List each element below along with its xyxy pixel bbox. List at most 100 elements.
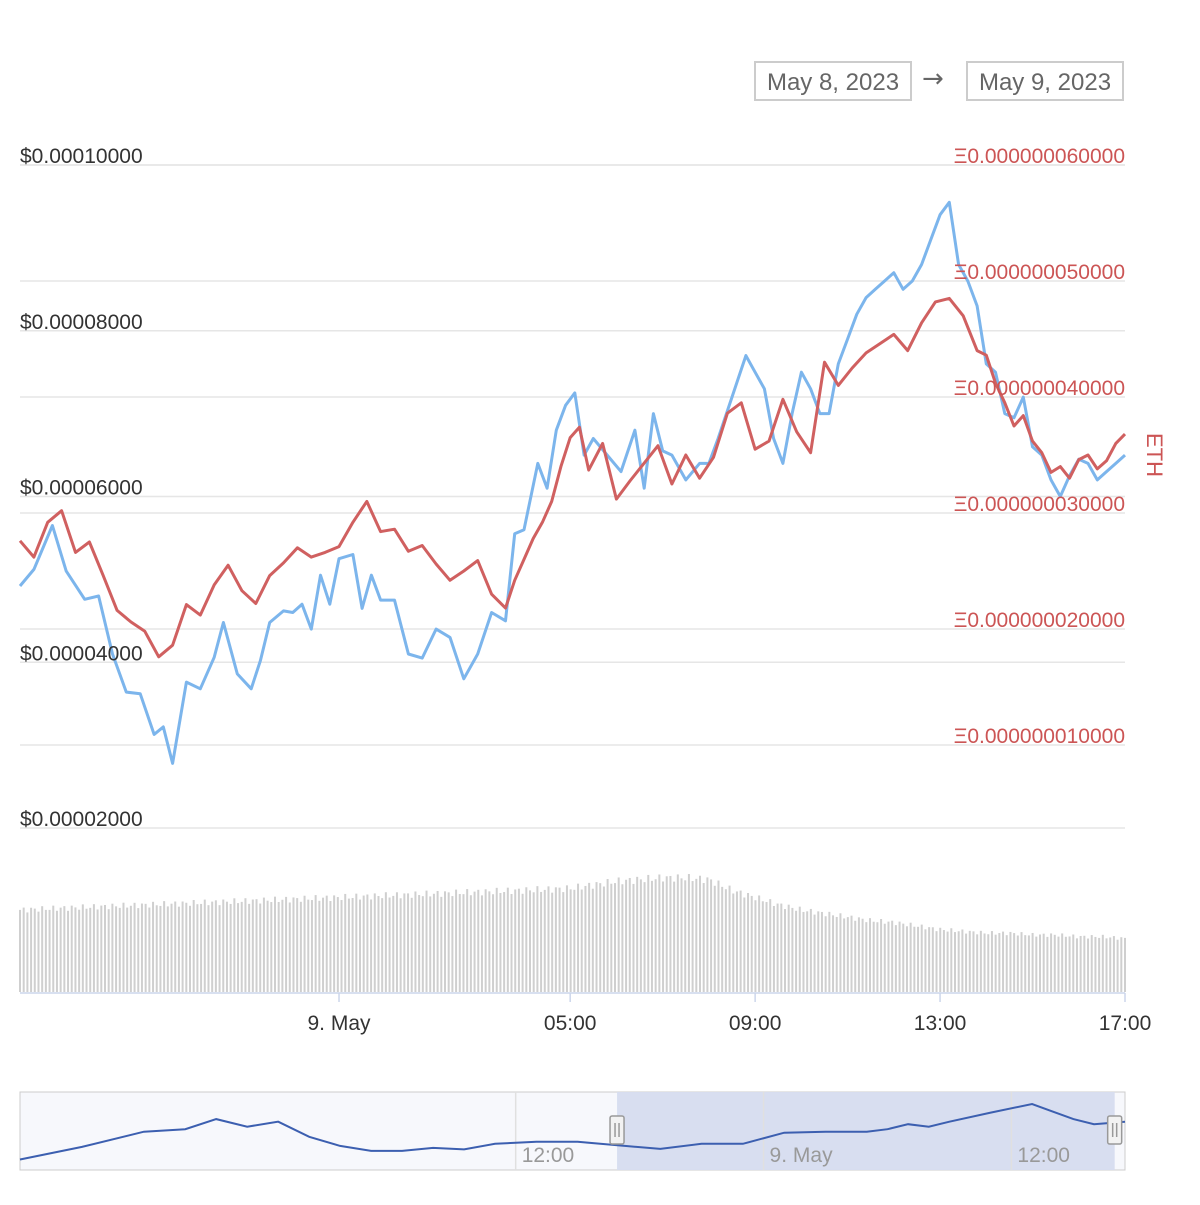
volume-bar bbox=[347, 898, 350, 992]
volume-bar bbox=[1064, 936, 1067, 992]
volume-bar bbox=[580, 889, 583, 992]
volume-bar bbox=[1087, 938, 1090, 992]
volume-bar bbox=[750, 895, 753, 992]
volume-bar bbox=[1039, 934, 1041, 992]
volume-bar bbox=[107, 909, 110, 992]
volume-bar bbox=[569, 889, 572, 992]
volume-bar bbox=[148, 907, 151, 992]
volume-bar bbox=[277, 901, 280, 992]
volume-bar bbox=[140, 903, 143, 992]
volume-bar bbox=[761, 901, 764, 992]
volume-bar bbox=[735, 891, 738, 992]
y-right-tick-label: Ξ0.000000010000 bbox=[954, 725, 1125, 748]
volume-bar bbox=[1072, 934, 1075, 992]
volume-bar bbox=[883, 923, 886, 992]
volume-bar bbox=[495, 887, 498, 992]
volume-bar bbox=[684, 880, 687, 992]
volume-bar bbox=[181, 901, 184, 992]
volume-bar bbox=[665, 876, 668, 992]
volume-bar bbox=[562, 892, 565, 992]
volume-bar bbox=[429, 896, 432, 992]
volume-bar bbox=[942, 930, 945, 992]
volume-bar bbox=[37, 911, 40, 992]
x-tick-label: 05:00 bbox=[544, 1012, 597, 1035]
volume-bar bbox=[662, 881, 665, 992]
volume-bar bbox=[687, 874, 690, 992]
volume-bar bbox=[126, 907, 129, 992]
volume-bar bbox=[303, 895, 306, 992]
volume-bar bbox=[152, 901, 155, 992]
range-from-input[interactable]: May 8, 2023 bbox=[754, 61, 912, 101]
volume-bar bbox=[832, 915, 835, 992]
volume-bar bbox=[965, 933, 968, 992]
volume-bar bbox=[754, 900, 757, 992]
volume-bar bbox=[924, 929, 927, 992]
y-right-tick-label: Ξ0.000000050000 bbox=[954, 261, 1125, 284]
volume-bar bbox=[155, 905, 158, 992]
volume-bar bbox=[462, 894, 465, 992]
volume-bar bbox=[196, 904, 199, 992]
volume-bar bbox=[189, 905, 191, 992]
volume-bar bbox=[192, 900, 195, 992]
volume-bar bbox=[44, 909, 47, 992]
volume-bar bbox=[573, 889, 576, 992]
volume-bar bbox=[739, 890, 742, 992]
volume-bar bbox=[33, 908, 36, 992]
navigator[interactable]: 12:00 9. May 12:00 bbox=[19, 1091, 1126, 1171]
volume-bar bbox=[281, 899, 284, 992]
volume-bar bbox=[466, 889, 469, 992]
volume-bar bbox=[747, 892, 750, 992]
navigator-right-handle[interactable] bbox=[1106, 1115, 1123, 1145]
volume-bar bbox=[115, 906, 118, 992]
volume-bar bbox=[809, 908, 812, 992]
navigator-tick-label: 12:00 bbox=[522, 1144, 575, 1167]
volume-bar bbox=[639, 879, 642, 992]
volume-bar bbox=[63, 906, 66, 992]
navigator-left-handle[interactable] bbox=[609, 1115, 625, 1145]
volume-bar bbox=[266, 900, 269, 992]
volume-bar bbox=[758, 895, 761, 992]
volume-bar bbox=[632, 883, 635, 992]
volume-bar bbox=[477, 889, 480, 992]
volume-bar bbox=[954, 932, 956, 992]
volume-bar bbox=[584, 885, 587, 992]
volume-bar bbox=[207, 905, 210, 992]
volume-bar bbox=[643, 882, 646, 992]
volume-bar bbox=[961, 929, 964, 992]
volume-bar bbox=[262, 897, 265, 992]
volume-bar bbox=[222, 899, 225, 992]
volume-bar bbox=[122, 902, 125, 992]
volume-bar bbox=[118, 907, 121, 992]
volume-bar bbox=[602, 886, 605, 992]
volume-bar bbox=[366, 894, 369, 992]
volume-bar bbox=[813, 914, 816, 992]
volume-bar bbox=[159, 905, 162, 992]
volume-bar bbox=[928, 927, 931, 992]
volume-bar bbox=[828, 911, 831, 992]
volume-bar bbox=[614, 883, 616, 992]
volume-bar bbox=[1009, 931, 1012, 992]
volume-bar bbox=[876, 922, 879, 992]
volume-bar bbox=[724, 889, 727, 992]
volume-bar bbox=[880, 919, 883, 992]
volume-bar bbox=[647, 874, 650, 992]
volume-bar bbox=[229, 903, 232, 992]
volume-bar bbox=[706, 877, 709, 992]
x-tick-label: 17:00 bbox=[1099, 1012, 1152, 1035]
volume-bar bbox=[913, 926, 916, 992]
volume-bar bbox=[19, 909, 21, 992]
range-to-input[interactable]: May 9, 2023 bbox=[966, 61, 1124, 101]
volume-bar bbox=[381, 898, 384, 992]
volume-bar bbox=[732, 893, 735, 992]
volume-bar bbox=[274, 896, 276, 992]
volume-bar bbox=[994, 934, 997, 992]
volume-bar bbox=[74, 907, 77, 992]
volume-bar bbox=[96, 909, 99, 992]
volume-bar bbox=[957, 931, 960, 992]
eth-series-line bbox=[18, 296, 1127, 659]
volume-bar bbox=[447, 892, 450, 992]
volume-bar bbox=[373, 893, 376, 992]
volume-bar bbox=[695, 878, 698, 992]
volume-bar bbox=[237, 903, 240, 992]
volume-bar bbox=[554, 887, 557, 992]
